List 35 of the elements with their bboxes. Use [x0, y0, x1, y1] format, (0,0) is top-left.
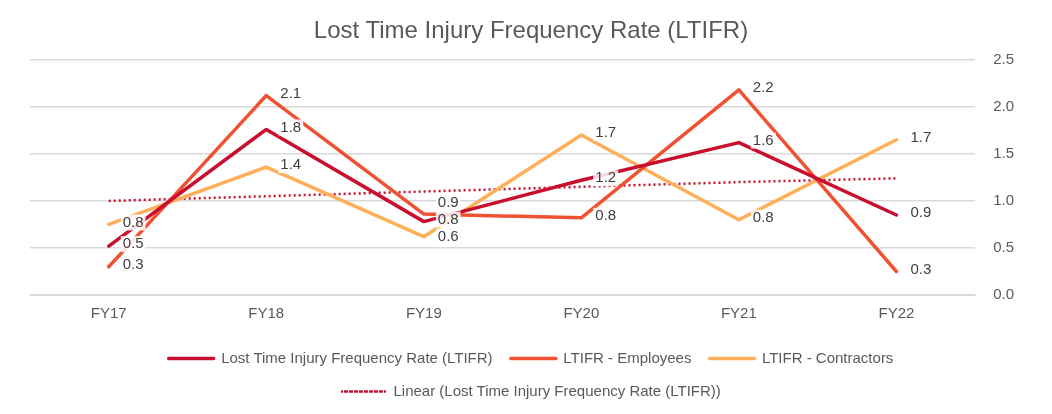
x-tick-label: FY19	[405, 304, 442, 322]
x-tick-label: FY20	[563, 304, 600, 322]
x-tick-label: FY18	[248, 304, 285, 322]
data-label: 0.3	[122, 254, 144, 272]
data-label: 0.8	[122, 212, 144, 230]
y-tick-label: 0.0	[993, 285, 1015, 303]
data-label: 0.8	[595, 206, 617, 223]
chart-title: Lost Time Injury Frequency Rate (LTIFR)	[313, 16, 749, 44]
y-tick-label: 2.0	[993, 96, 1015, 114]
y-tick-label: 1.5	[993, 144, 1015, 162]
data-label: 0.8	[752, 207, 774, 225]
data-label: 0.6	[437, 226, 459, 244]
x-tick-label: FY17	[90, 304, 127, 322]
data-label: 1.4	[280, 155, 302, 173]
x-tick-label: FY22	[878, 304, 915, 322]
data-label: 1.8	[280, 117, 302, 135]
legend-label: Lost Time Injury Frequency Rate (LTIFR)	[221, 348, 493, 366]
data-label: 0.3	[910, 259, 932, 277]
x-tick-label: FY21	[720, 304, 757, 322]
data-label: 2.2	[752, 78, 774, 96]
data-label: 1.6	[752, 130, 774, 148]
data-label: 1.7	[595, 123, 617, 141]
data-label: 0.8	[437, 209, 459, 227]
data-label: 0.9	[437, 192, 459, 210]
y-tick-label: 2.5	[993, 49, 1015, 67]
legend-label: LTIFR - Contractors	[761, 348, 894, 366]
data-label: 1.7	[910, 127, 932, 145]
data-label: 1.2	[595, 168, 617, 186]
y-tick-label: 0.5	[993, 238, 1015, 256]
data-label: 0.5	[122, 234, 144, 252]
legend-label: LTIFR - Employees	[563, 348, 692, 366]
data-label: 0.9	[910, 203, 932, 221]
y-tick-label: 1.0	[993, 191, 1015, 209]
data-label: 2.1	[280, 83, 302, 101]
legend-label: Linear (Lost Time Injury Frequency Rate (LTIFR))	[393, 381, 721, 399]
